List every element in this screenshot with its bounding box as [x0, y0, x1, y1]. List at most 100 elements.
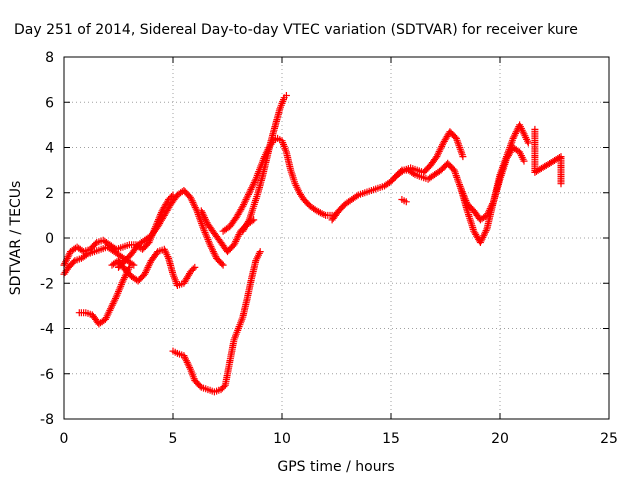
- data-point: [192, 205, 200, 213]
- series-arc-e: [115, 187, 227, 271]
- y-axis-label: SDTVAR / TECUs: [8, 181, 24, 296]
- data-point: [250, 179, 258, 187]
- data-point: [242, 196, 250, 203]
- data-point: [520, 157, 528, 165]
- plot-frame: [63, 56, 610, 420]
- data-point: [201, 229, 209, 236]
- y-tick-label: 4: [45, 141, 54, 157]
- series-arc-c: [75, 263, 133, 328]
- data-point: [246, 187, 254, 195]
- data-point: [240, 201, 248, 209]
- data-point: [478, 235, 486, 243]
- data-point: [110, 298, 118, 306]
- data-point: [282, 92, 290, 99]
- x-axis-label: GPS time / hours: [277, 459, 394, 475]
- series-arc-b: [60, 243, 138, 278]
- data-point: [185, 362, 193, 370]
- data-point: [209, 248, 217, 256]
- series-arc-l: [457, 121, 532, 246]
- data-point: [202, 232, 210, 240]
- data-point: [241, 197, 249, 205]
- data-point: [249, 180, 257, 188]
- data-point: [438, 142, 446, 150]
- data-point: [190, 200, 198, 208]
- x-tick-label: 15: [382, 431, 400, 447]
- data-point: [433, 153, 441, 161]
- y-tick-label: -8: [40, 412, 54, 428]
- data-point: [188, 197, 196, 205]
- data-point: [250, 216, 258, 224]
- y-tick-label: -2: [40, 276, 54, 292]
- data-points: [60, 92, 565, 396]
- data-point: [208, 244, 216, 252]
- data-point: [64, 253, 72, 261]
- data-point: [121, 274, 128, 282]
- data-point: [239, 202, 247, 210]
- data-point: [189, 198, 197, 206]
- data-point: [191, 204, 199, 211]
- data-point: [209, 246, 216, 254]
- data-point: [112, 295, 119, 302]
- data-point: [200, 212, 208, 220]
- data-point: [111, 296, 119, 304]
- data-point: [61, 260, 69, 267]
- data-point: [230, 241, 238, 249]
- data-point: [108, 301, 116, 309]
- data-point: [118, 279, 126, 287]
- data-point: [512, 129, 519, 137]
- data-point: [245, 190, 252, 198]
- series-arc-f: [219, 134, 338, 235]
- data-point: [481, 230, 488, 238]
- data-point: [186, 193, 194, 201]
- series-arc-d: [108, 245, 199, 289]
- data-point: [186, 364, 194, 371]
- data-point: [142, 269, 149, 276]
- data-point: [180, 352, 188, 360]
- data-point: [119, 277, 127, 285]
- data-point: [205, 237, 213, 245]
- data-point: [62, 258, 70, 266]
- data-point: [509, 134, 517, 142]
- data-point: [402, 198, 410, 206]
- axes: 0 5 10 15 20 25 -8 -6 -4 -2 0 2 4 6 8: [40, 50, 618, 447]
- data-point: [436, 146, 444, 154]
- data-point: [234, 232, 242, 240]
- data-point: [207, 243, 215, 250]
- data-point: [397, 168, 405, 175]
- data-point: [63, 254, 71, 262]
- data-point: [115, 288, 122, 295]
- data-point: [511, 131, 519, 139]
- data-point: [557, 180, 565, 188]
- data-point: [116, 284, 124, 292]
- series-arc-i: [197, 207, 258, 256]
- x-tick-label: 10: [273, 431, 291, 447]
- data-point: [206, 241, 214, 249]
- data-point: [182, 357, 190, 365]
- data-point: [144, 263, 152, 271]
- series-arc-j: [328, 128, 467, 224]
- data-point: [243, 194, 251, 202]
- data-point: [481, 228, 489, 236]
- data-point: [231, 239, 239, 247]
- y-tick-label: 0: [45, 231, 54, 247]
- data-point: [477, 237, 485, 245]
- series-arc-h: [169, 248, 264, 396]
- data-point: [191, 263, 199, 271]
- data-point: [141, 270, 149, 278]
- data-point: [182, 355, 189, 363]
- data-point: [219, 261, 227, 269]
- data-point: [143, 265, 151, 273]
- data-point: [524, 139, 532, 147]
- data-point: [199, 210, 207, 218]
- data-point: [82, 251, 90, 259]
- data-point: [482, 227, 490, 235]
- data-point: [249, 182, 257, 190]
- y-tick-label: 6: [45, 95, 54, 111]
- data-point: [145, 262, 153, 270]
- data-point: [409, 170, 417, 177]
- data-point: [201, 215, 209, 223]
- data-point: [106, 306, 114, 314]
- data-point: [353, 192, 361, 200]
- chart-title: Day 251 of 2014, Sidereal Day-to-day VTE…: [14, 22, 578, 38]
